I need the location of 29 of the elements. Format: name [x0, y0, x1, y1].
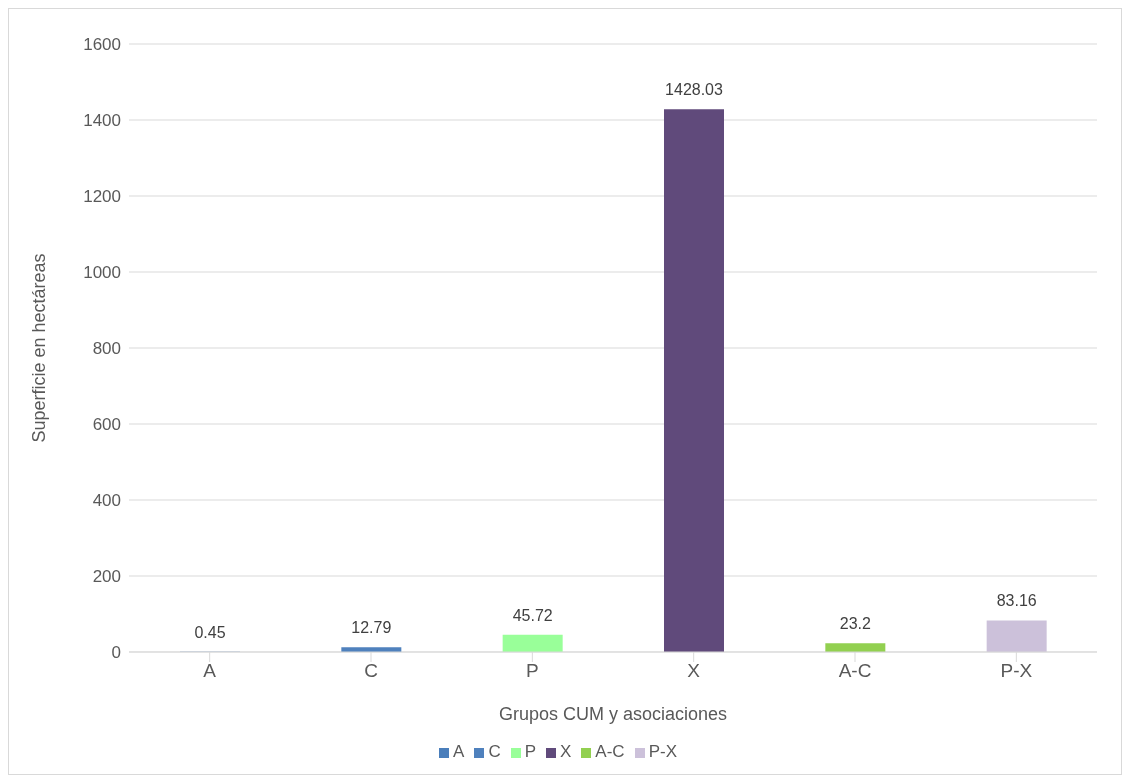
y-tick-label: 800	[92, 339, 121, 359]
y-tick-label: 400	[92, 491, 121, 511]
data-label: 45.72	[512, 606, 553, 624]
legend-label: X	[560, 742, 572, 761]
data-label: 12.79	[351, 619, 392, 637]
x-axis-title: Grupos CUM y asociaciones	[498, 704, 728, 724]
x-tick-label: C	[364, 660, 378, 682]
y-tick-label: 0	[111, 643, 121, 663]
legend-label: P-X	[648, 742, 677, 761]
x-tick-label: A	[203, 660, 217, 682]
data-label: 23.2	[839, 615, 872, 633]
y-tick-label: 1400	[83, 111, 121, 131]
data-label: 0.45	[194, 623, 226, 641]
y-axis-title: Superficie en hectáreas	[29, 253, 50, 443]
legend-label: P	[524, 742, 536, 761]
data-label: 1428.03	[665, 81, 724, 99]
x-tick-label: P-X	[1000, 660, 1033, 682]
x-tick-label: X	[687, 660, 701, 682]
y-tick-label: 1200	[83, 187, 121, 207]
x-tick-label: P	[525, 660, 539, 682]
y-tick-label: 1600	[83, 35, 121, 55]
y-tick-label: 1000	[83, 263, 121, 283]
legend-label: A-C	[595, 742, 625, 761]
legend-label: C	[488, 742, 501, 761]
legend-label: A	[453, 742, 465, 761]
y-tick-label: 200	[92, 567, 121, 587]
data-label: 83.16	[996, 592, 1037, 610]
x-tick-label: A-C	[838, 660, 872, 682]
y-tick-label: 600	[92, 415, 121, 435]
